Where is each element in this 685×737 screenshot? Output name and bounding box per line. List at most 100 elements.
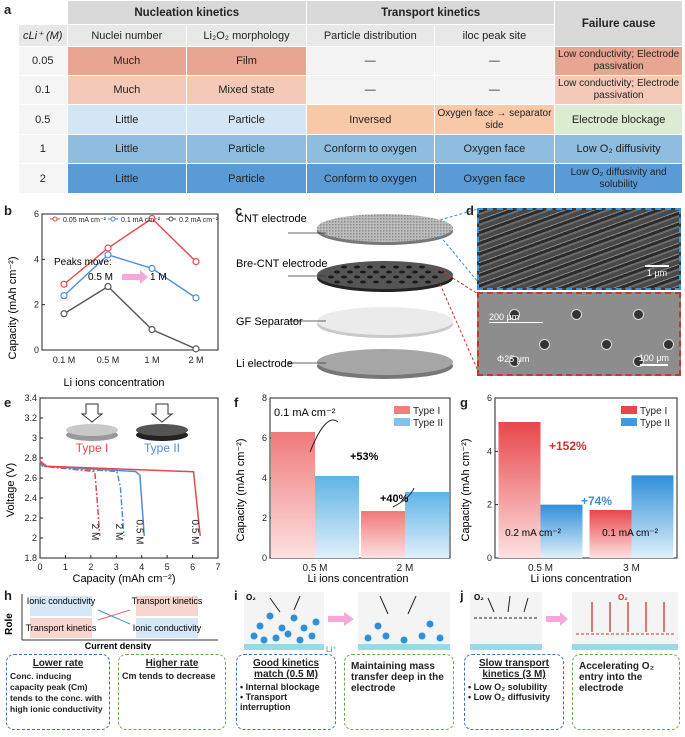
bre-hole (393, 265, 399, 269)
diagram-i: O₂ Li⁺ (244, 592, 450, 654)
g-bar (540, 504, 583, 558)
label-li-electrode: Li electrode (236, 358, 293, 370)
g-bar (589, 510, 632, 558)
g-xtick-label: 3 M (623, 563, 640, 574)
f-bar (361, 511, 405, 558)
j-note-box: Accelerating O₂ entry into the electrode (572, 654, 680, 730)
e-ytick-label: 2.6 (24, 473, 37, 483)
header-transport: Transport kinetics (305, 0, 556, 25)
o2-flow-arrow (269, 597, 281, 613)
type1-label: Type I (76, 441, 109, 455)
e-ytick-label: 3.4 (24, 393, 37, 403)
panel-label-e: e (4, 395, 12, 410)
sem-hole (539, 339, 550, 350)
type2-icon-top (136, 424, 188, 436)
b-xtick-label: 2 M (188, 355, 203, 365)
li2o2-particle (250, 632, 258, 640)
b-xtick-label: 1 M (144, 355, 159, 365)
bre-hole (341, 265, 347, 269)
li2o2-particle (400, 636, 408, 644)
li2o2-particle (382, 632, 390, 640)
chart-b: 0 2 4 6 0.1 M 0.5 M 1 M 2 M 0.05 mA cm⁻² 0.1 mA … (7, 209, 219, 389)
b-point (192, 257, 200, 266)
bre-hole (347, 270, 353, 274)
bre-disc (317, 261, 453, 289)
cell-c: 1 (18, 134, 68, 164)
bre-hole (393, 275, 399, 279)
f-rate-label: 0.1 mA cm⁻² (274, 407, 336, 419)
scale-bottom: 100 μm (639, 353, 669, 366)
b-ytick-label: 4 (34, 254, 39, 264)
bre-hole (412, 270, 418, 274)
h-q3: Transport kinetics (26, 623, 97, 633)
peaks-arrow (122, 270, 148, 284)
bre-hole (354, 265, 360, 269)
li2o2-particle (278, 624, 286, 632)
col-morphology: Li₂O₂ morphology (186, 24, 307, 47)
b-ylabel: Capacity (mAh cm⁻²) (7, 257, 19, 360)
o2-flow-arrow (507, 595, 511, 613)
bre-hole (386, 280, 392, 284)
panel-label-i: i (234, 588, 238, 603)
cell-f: Low conductivity; Electrode passivation (554, 46, 683, 76)
f-ytick-label: 0 (262, 553, 267, 563)
e-xtick-label: 3 (114, 562, 119, 572)
li2o2-particle (418, 632, 426, 640)
type2-label: Type II (144, 441, 180, 455)
table-row: 0.05 Much Film — — Low conductivity; Ele… (18, 46, 683, 76)
f-ytick-label: 4 (262, 473, 267, 483)
cell-m: Particle (186, 104, 307, 135)
b-legend-marker (110, 216, 116, 222)
e-xtick-label: 4 (139, 562, 144, 572)
f-arrow (392, 487, 415, 508)
f-gain-040: +40% (380, 493, 409, 505)
bre-hole (334, 270, 340, 274)
sem-hole (633, 309, 644, 320)
li2o2-particle (374, 622, 382, 630)
peaks-to: 1 M (150, 272, 167, 283)
bre-hole (380, 265, 386, 269)
g-gain-152: +152% (549, 439, 587, 453)
b-xlabel: Li ions concentration (64, 377, 165, 389)
b-legend-marker (52, 216, 58, 222)
cell-f: Low O₂ diffusivity (554, 134, 683, 164)
li2o2-particle (364, 634, 372, 642)
e-ytick-label: 2 (32, 533, 37, 543)
g-bar (631, 475, 674, 558)
sem-hole (601, 339, 612, 350)
failure-table: Nucleation kinetics Transport kinetics F… (18, 0, 683, 194)
cell-m: Mixed state (186, 75, 307, 105)
g-ytick-label: 2 (487, 500, 492, 510)
e-curve-label: 0.5 M (133, 519, 144, 544)
panel-label-f: f (234, 395, 239, 410)
li2o2-particle (308, 632, 316, 640)
bre-hole (373, 270, 379, 274)
cell-p: — (433, 46, 556, 76)
h-q2: Transport kinetics (132, 596, 203, 606)
bre-hole (380, 275, 386, 279)
b-xtick-label: 0.1 M (53, 355, 76, 365)
scale-top: 1 μm (645, 265, 669, 278)
sem-hole (633, 356, 644, 367)
f-xtick-label: 0.5 M (302, 563, 327, 574)
f-ytick-label: 2 (262, 513, 267, 523)
bre-hole (347, 280, 353, 284)
table-row: 2 Little Particle Conform to oxygen Oxyg… (18, 163, 683, 194)
cell-f: Low conductivity; Electrode passivation (554, 75, 683, 105)
e-xlabel: Capacity (mAh cm⁻²) (73, 573, 176, 585)
bre-hole (367, 275, 373, 279)
higher-rate-title: Higher rate (145, 658, 199, 669)
g-rate-01: 0.1 mA cm⁻² (602, 528, 659, 539)
g-bar (498, 422, 541, 558)
sem-hole (509, 356, 520, 367)
li2o2-particle (260, 636, 268, 644)
b-legend-label: 0.05 mA cm⁻² (63, 217, 107, 224)
li2o2-particle (312, 618, 320, 626)
b-point (148, 214, 156, 223)
g-xlabel: Li ions concentration (531, 573, 632, 585)
bre-hole (432, 275, 438, 279)
bre-hole (406, 265, 412, 269)
e-ytick-label: 2.2 (24, 513, 37, 523)
bre-hole (328, 275, 334, 279)
i-bullet-1: Internal blockage (245, 682, 320, 692)
